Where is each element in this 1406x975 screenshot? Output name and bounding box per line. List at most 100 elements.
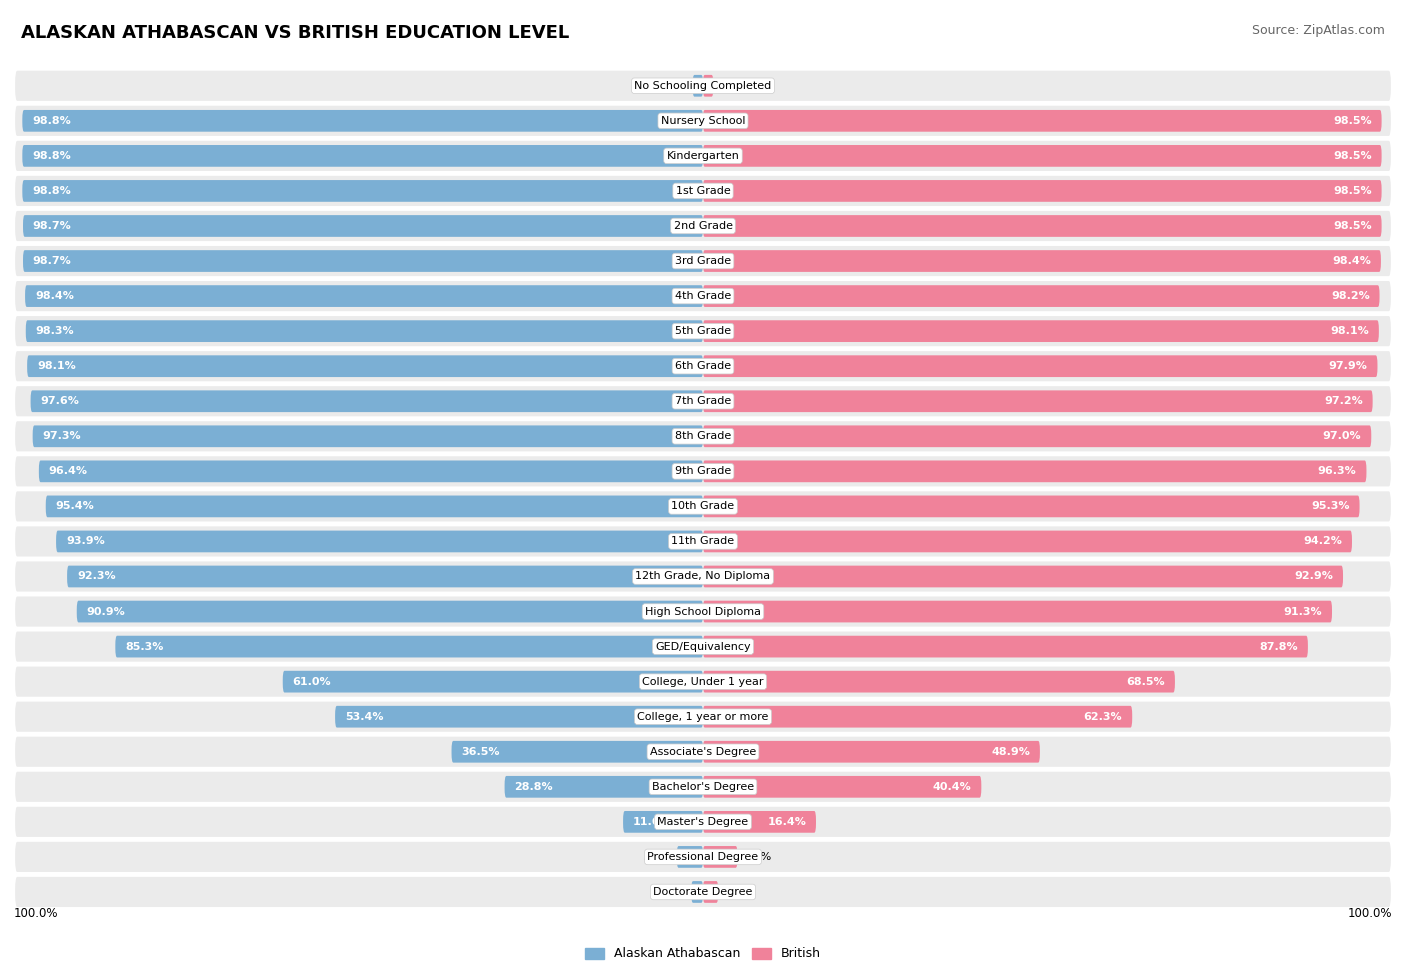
FancyBboxPatch shape (703, 460, 1367, 483)
Text: 95.4%: 95.4% (56, 501, 94, 512)
FancyBboxPatch shape (703, 145, 1382, 167)
FancyBboxPatch shape (703, 390, 1372, 412)
Text: 98.4%: 98.4% (35, 292, 73, 301)
Text: 1.7%: 1.7% (658, 887, 686, 897)
FancyBboxPatch shape (14, 770, 1392, 803)
FancyBboxPatch shape (115, 636, 703, 657)
Text: Source: ZipAtlas.com: Source: ZipAtlas.com (1251, 24, 1385, 37)
Text: Professional Degree: Professional Degree (647, 852, 759, 862)
Text: Nursery School: Nursery School (661, 116, 745, 126)
Text: 98.3%: 98.3% (35, 326, 75, 336)
Text: 97.2%: 97.2% (1324, 396, 1362, 407)
Text: 92.3%: 92.3% (77, 571, 115, 581)
FancyBboxPatch shape (14, 596, 1392, 628)
FancyBboxPatch shape (14, 561, 1392, 593)
FancyBboxPatch shape (703, 320, 1379, 342)
FancyBboxPatch shape (31, 390, 703, 412)
FancyBboxPatch shape (703, 355, 1378, 377)
FancyBboxPatch shape (335, 706, 703, 727)
Text: 53.4%: 53.4% (344, 712, 384, 722)
Text: 9th Grade: 9th Grade (675, 466, 731, 477)
Text: 97.3%: 97.3% (42, 431, 82, 442)
Text: 100.0%: 100.0% (1347, 907, 1392, 920)
Text: College, 1 year or more: College, 1 year or more (637, 712, 769, 722)
Text: 36.5%: 36.5% (461, 747, 501, 757)
Text: 3rd Grade: 3rd Grade (675, 256, 731, 266)
FancyBboxPatch shape (14, 455, 1392, 488)
Text: 5.0%: 5.0% (742, 852, 770, 862)
FancyBboxPatch shape (703, 110, 1382, 132)
Text: 98.1%: 98.1% (1330, 326, 1369, 336)
Text: No Schooling Completed: No Schooling Completed (634, 81, 772, 91)
FancyBboxPatch shape (692, 881, 703, 903)
FancyBboxPatch shape (703, 75, 713, 97)
FancyBboxPatch shape (14, 175, 1392, 207)
FancyBboxPatch shape (14, 876, 1392, 908)
FancyBboxPatch shape (39, 460, 703, 483)
FancyBboxPatch shape (46, 495, 703, 518)
Text: 10th Grade: 10th Grade (672, 501, 734, 512)
FancyBboxPatch shape (703, 180, 1382, 202)
FancyBboxPatch shape (451, 741, 703, 762)
Text: Associate's Degree: Associate's Degree (650, 747, 756, 757)
Text: 1st Grade: 1st Grade (676, 186, 730, 196)
FancyBboxPatch shape (67, 566, 703, 587)
Text: 98.2%: 98.2% (1331, 292, 1369, 301)
Text: 8th Grade: 8th Grade (675, 431, 731, 442)
FancyBboxPatch shape (703, 251, 1381, 272)
Text: 12th Grade, No Diploma: 12th Grade, No Diploma (636, 571, 770, 581)
Text: 92.9%: 92.9% (1295, 571, 1333, 581)
Text: 97.0%: 97.0% (1323, 431, 1361, 442)
FancyBboxPatch shape (14, 631, 1392, 663)
FancyBboxPatch shape (14, 490, 1392, 523)
FancyBboxPatch shape (22, 251, 703, 272)
Text: 97.6%: 97.6% (41, 396, 79, 407)
Text: 90.9%: 90.9% (87, 606, 125, 616)
Text: 11.6%: 11.6% (633, 817, 672, 827)
Text: 100.0%: 100.0% (14, 907, 59, 920)
Text: 98.8%: 98.8% (32, 186, 70, 196)
FancyBboxPatch shape (14, 385, 1392, 417)
Text: Doctorate Degree: Doctorate Degree (654, 887, 752, 897)
FancyBboxPatch shape (505, 776, 703, 798)
Text: 1.5%: 1.5% (659, 81, 688, 91)
Text: 16.4%: 16.4% (768, 817, 806, 827)
Text: 95.3%: 95.3% (1312, 501, 1350, 512)
FancyBboxPatch shape (703, 425, 1371, 448)
Text: Bachelor's Degree: Bachelor's Degree (652, 782, 754, 792)
FancyBboxPatch shape (14, 735, 1392, 768)
FancyBboxPatch shape (14, 245, 1392, 277)
FancyBboxPatch shape (14, 139, 1392, 172)
Text: 97.9%: 97.9% (1329, 361, 1368, 371)
Text: 98.5%: 98.5% (1333, 151, 1372, 161)
Text: 94.2%: 94.2% (1303, 536, 1343, 546)
FancyBboxPatch shape (703, 566, 1343, 587)
FancyBboxPatch shape (25, 320, 703, 342)
Text: 1.5%: 1.5% (718, 81, 747, 91)
Text: 98.8%: 98.8% (32, 151, 70, 161)
FancyBboxPatch shape (14, 350, 1392, 382)
FancyBboxPatch shape (703, 706, 1132, 727)
FancyBboxPatch shape (14, 104, 1392, 137)
FancyBboxPatch shape (14, 280, 1392, 312)
Text: 98.7%: 98.7% (32, 256, 72, 266)
FancyBboxPatch shape (703, 530, 1353, 552)
Text: High School Diploma: High School Diploma (645, 606, 761, 616)
FancyBboxPatch shape (703, 811, 815, 833)
Text: 98.5%: 98.5% (1333, 221, 1372, 231)
Text: 61.0%: 61.0% (292, 677, 332, 686)
Text: 2.2%: 2.2% (724, 887, 752, 897)
FancyBboxPatch shape (32, 425, 703, 448)
FancyBboxPatch shape (14, 701, 1392, 733)
FancyBboxPatch shape (27, 355, 703, 377)
Text: 68.5%: 68.5% (1126, 677, 1166, 686)
FancyBboxPatch shape (703, 776, 981, 798)
Text: 7th Grade: 7th Grade (675, 396, 731, 407)
FancyBboxPatch shape (14, 210, 1392, 242)
Text: 98.5%: 98.5% (1333, 186, 1372, 196)
Text: ALASKAN ATHABASCAN VS BRITISH EDUCATION LEVEL: ALASKAN ATHABASCAN VS BRITISH EDUCATION … (21, 24, 569, 42)
FancyBboxPatch shape (703, 601, 1331, 622)
FancyBboxPatch shape (14, 805, 1392, 838)
Text: 6th Grade: 6th Grade (675, 361, 731, 371)
Text: 96.3%: 96.3% (1317, 466, 1357, 477)
